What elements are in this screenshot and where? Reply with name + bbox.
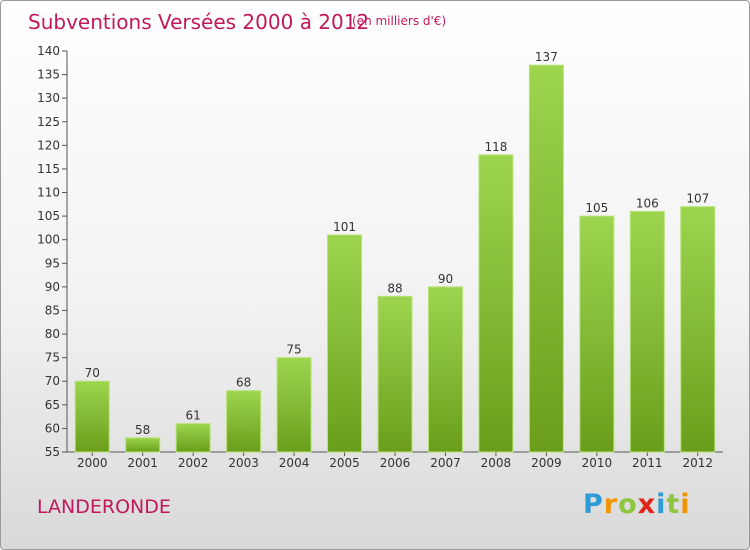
y-tick-label: 65: [45, 398, 60, 412]
x-tick-label: 2006: [380, 456, 411, 470]
x-tick-label: 2012: [682, 456, 713, 470]
bar-value-label: 61: [186, 409, 201, 423]
y-tick-label: 115: [37, 162, 60, 176]
proxiti-logo[interactable]: Proxiti: [583, 489, 691, 520]
y-tick-label: 105: [37, 209, 60, 223]
y-tick-label: 75: [45, 351, 60, 365]
bar-value-label: 107: [686, 192, 709, 206]
x-tick-label: 2007: [430, 456, 461, 470]
bar-2004: [276, 357, 312, 453]
y-tick-label: 55: [45, 445, 60, 459]
bar-value-label: 137: [535, 50, 558, 64]
bar-2010: [579, 215, 615, 453]
bar-2003: [226, 390, 262, 453]
bar-value-label: 58: [135, 423, 150, 437]
y-tick-label: 80: [45, 327, 60, 341]
bar-value-label: 106: [636, 196, 659, 210]
y-tick-label: 120: [37, 138, 60, 152]
bar-value-label: 105: [585, 201, 608, 215]
bar-value-label: 118: [484, 140, 507, 154]
y-tick-label: 90: [45, 280, 60, 294]
y-tick-label: 135: [37, 68, 60, 82]
labels: 70 58 61 68 75 101 88 90 118 137 105 106 107: [85, 50, 710, 437]
x-tick-label: 2010: [582, 456, 613, 470]
bar-2007: [427, 286, 463, 453]
x-tick-label: 2001: [127, 456, 158, 470]
y-tick-label: 85: [45, 303, 60, 317]
y-tick-label: 140: [37, 44, 60, 58]
bar-2006: [377, 295, 413, 453]
bar-value-label: 88: [387, 281, 402, 295]
x-tick-label: 2004: [279, 456, 310, 470]
bar-value-label: 90: [438, 272, 453, 286]
x-tick-label: 2002: [178, 456, 209, 470]
bar-2002: [175, 423, 211, 453]
bar-2012: [680, 206, 716, 453]
bar-value-label: 101: [333, 220, 356, 234]
y-tick-label: 70: [45, 374, 60, 388]
chart-title: Subventions Versées 2000 à 2012: [28, 10, 370, 34]
bar-2009: [528, 64, 564, 453]
y-tick-label: 110: [37, 186, 60, 200]
commune-name: LANDERONDE: [37, 496, 171, 518]
x-tick-label: 2005: [329, 456, 360, 470]
bar-2011: [629, 210, 665, 453]
x-tick-label: 2009: [531, 456, 562, 470]
bar-2000: [74, 380, 110, 453]
axes: 55 60 65 70 75 80 85 90 95 100 105 110 115 120 125 130 1…: [37, 44, 723, 470]
bar-2005: [327, 234, 363, 453]
y-tick-label: 60: [45, 421, 60, 435]
bar-value-label: 70: [85, 366, 100, 380]
bars: [74, 64, 716, 453]
y-tick-label: 95: [45, 256, 60, 270]
bar-2001: [125, 437, 161, 453]
y-tick-label: 100: [37, 233, 60, 247]
x-tick-label: 2008: [481, 456, 512, 470]
bar-value-label: 75: [286, 343, 301, 357]
x-tick-label: 2000: [77, 456, 108, 470]
x-tick-label: 2003: [228, 456, 259, 470]
chart-unit: (en milliers d'€): [352, 14, 447, 28]
y-tick-label: 125: [37, 115, 60, 129]
x-tick-label: 2011: [632, 456, 663, 470]
bar-value-label: 68: [236, 376, 251, 390]
bar-2008: [478, 154, 514, 453]
y-tick-label: 130: [37, 91, 60, 105]
